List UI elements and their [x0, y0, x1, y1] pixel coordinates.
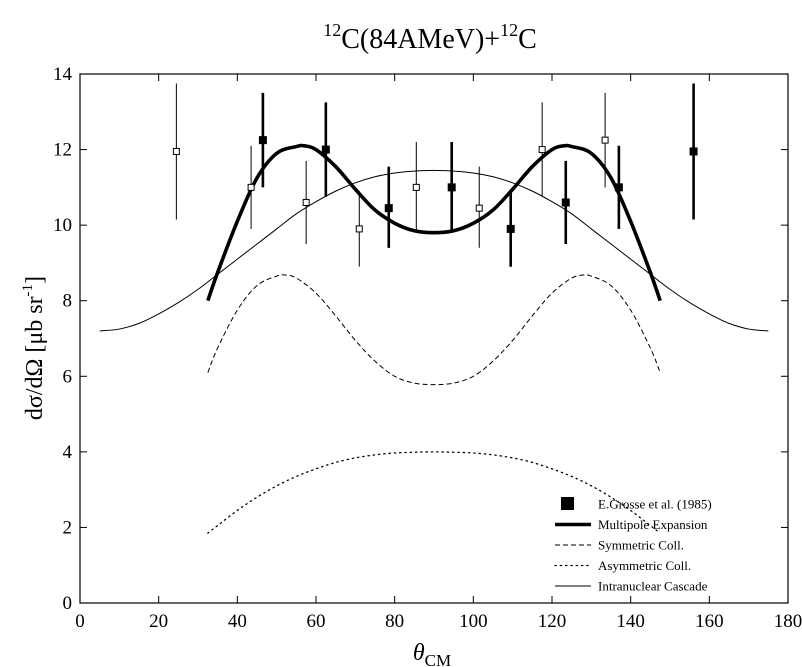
legend-label-cascade: Intranuclear Cascade [598, 579, 708, 594]
series-line-symmetric [207, 274, 661, 386]
x-tick-label: 100 [459, 611, 488, 632]
y-tick-label: 14 [53, 64, 73, 85]
data-point-open [172, 147, 180, 155]
data-point-open [601, 136, 609, 144]
data-point-filled [258, 136, 267, 145]
x-tick-label: 120 [538, 611, 567, 632]
x-tick-label: 80 [385, 611, 404, 632]
title-nucleus-b: C [518, 24, 537, 55]
x-tick-label: 60 [307, 611, 326, 632]
x-tick-label: 0 [75, 611, 85, 632]
data-point-filled [614, 183, 623, 192]
legend-marker-data [561, 497, 574, 510]
plot-area: 0 20 40 60 80 100 120 140 160 180 0 2 4 6 8 10 12 14 [53, 64, 802, 632]
data-point-filled [321, 145, 330, 154]
title-mass-b: 12 [500, 20, 518, 40]
data-point-open [475, 204, 483, 212]
y-tick-label: 10 [53, 215, 72, 236]
title-mass-a: 12 [323, 20, 341, 40]
chart-title: 12C(84AMeV)+12C [323, 20, 537, 55]
y-tick-label: 2 [63, 517, 73, 538]
x-axis-label: θCM [413, 640, 451, 667]
legend: E.Grosse et al. (1985) Multipole Expansio… [554, 497, 712, 594]
legend-label-asymmetric: Asymmetric Coll. [598, 558, 691, 573]
x-tick-label: 180 [774, 611, 802, 632]
x-axis-label-symbol: θ [413, 640, 425, 666]
data-point-filled [561, 198, 570, 207]
series-line-cascade [99, 169, 769, 332]
data-point-open [538, 146, 546, 154]
x-tick-label: 160 [695, 611, 724, 632]
x-tick-label: 140 [616, 611, 645, 632]
legend-label-data: E.Grosse et al. (1985) [598, 497, 712, 512]
data-point-filled [447, 183, 456, 192]
y-axis-label: dσ/dΩ [μb sr-1] [20, 276, 48, 420]
title-nucleus-a: C(84AMeV)+ [341, 24, 500, 55]
series-line-multipole [206, 143, 662, 302]
data-point-open [247, 183, 255, 191]
y-tick-label: 4 [63, 442, 73, 463]
legend-label-multipole: Multipole Expansion [598, 517, 708, 532]
data-point-open [302, 198, 310, 206]
y-axis-label-exponent: -1 [20, 284, 36, 297]
y-axis-label-main: dσ/dΩ [μb sr [22, 296, 48, 420]
y-axis-label-close: ] [22, 276, 48, 284]
data-point-filled [506, 224, 515, 233]
x-tick-label: 40 [228, 611, 247, 632]
data-point-filled [689, 147, 698, 156]
series-line-asymmetric [207, 451, 661, 534]
data-point-filled [384, 204, 393, 213]
y-tick-label: 0 [63, 593, 73, 614]
y-tick-label: 6 [63, 366, 73, 387]
x-tick-label: 20 [149, 611, 168, 632]
y-tick-label: 12 [53, 140, 72, 161]
plot-frame [79, 73, 789, 604]
legend-label-symmetric: Symmetric Coll. [598, 538, 684, 553]
y-tick-label: 8 [63, 291, 73, 312]
x-axis-label-subscript: CM [425, 651, 451, 667]
data-point-open [412, 183, 420, 191]
data-point-open [355, 225, 363, 233]
